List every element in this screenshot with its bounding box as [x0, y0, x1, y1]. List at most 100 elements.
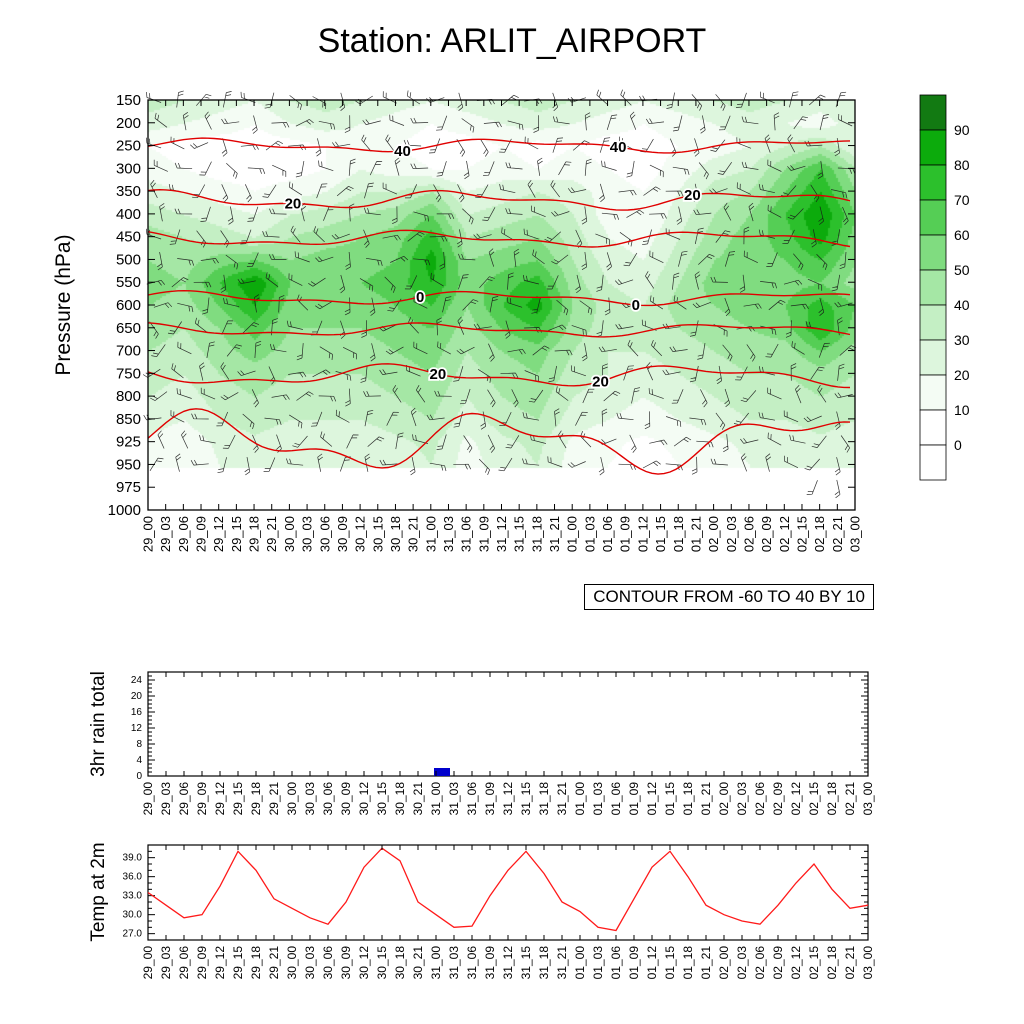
- svg-text:50: 50: [954, 262, 970, 278]
- svg-text:12: 12: [131, 723, 143, 734]
- svg-text:01_15: 01_15: [663, 782, 677, 816]
- svg-text:30_21: 30_21: [406, 516, 421, 552]
- svg-text:29_00: 29_00: [141, 946, 155, 980]
- svg-text:31_21: 31_21: [547, 516, 562, 552]
- svg-text:01_21: 01_21: [699, 782, 713, 816]
- svg-text:02_21: 02_21: [843, 946, 857, 980]
- svg-text:30_12: 30_12: [353, 516, 368, 552]
- svg-text:30_18: 30_18: [388, 516, 403, 552]
- svg-text:03_00: 03_00: [848, 516, 863, 552]
- svg-text:31_15: 31_15: [519, 782, 533, 816]
- svg-text:20: 20: [131, 691, 143, 702]
- svg-text:0: 0: [632, 297, 640, 314]
- svg-text:40: 40: [954, 297, 970, 313]
- svg-text:150: 150: [116, 92, 141, 109]
- svg-text:01_12: 01_12: [645, 782, 659, 816]
- svg-text:20: 20: [954, 367, 970, 383]
- svg-text:29_21: 29_21: [267, 946, 281, 980]
- svg-text:02_15: 02_15: [807, 946, 821, 980]
- svg-text:01_06: 01_06: [609, 782, 623, 816]
- svg-text:20: 20: [430, 366, 447, 383]
- svg-text:29_12: 29_12: [211, 516, 226, 552]
- svg-text:29_09: 29_09: [195, 946, 209, 980]
- svg-text:1000: 1000: [108, 502, 141, 519]
- svg-text:31_09: 31_09: [483, 946, 497, 980]
- svg-text:70: 70: [954, 192, 970, 208]
- svg-text:650: 650: [116, 320, 141, 337]
- svg-text:30_12: 30_12: [357, 782, 371, 816]
- svg-text:03_00: 03_00: [861, 782, 875, 816]
- svg-text:31_06: 31_06: [465, 782, 479, 816]
- svg-text:10: 10: [954, 402, 970, 418]
- svg-text:01_15: 01_15: [663, 946, 677, 980]
- svg-text:950: 950: [116, 456, 141, 473]
- svg-text:200: 200: [116, 115, 141, 132]
- svg-text:29_00: 29_00: [141, 516, 156, 552]
- svg-text:01_18: 01_18: [681, 946, 695, 980]
- svg-text:01_06: 01_06: [609, 946, 623, 980]
- svg-text:30.0: 30.0: [123, 910, 143, 921]
- svg-text:31_09: 31_09: [483, 782, 497, 816]
- svg-text:80: 80: [954, 157, 970, 173]
- svg-text:31_06: 31_06: [459, 516, 474, 552]
- svg-text:01_03: 01_03: [591, 946, 605, 980]
- svg-text:01_00: 01_00: [573, 946, 587, 980]
- svg-text:350: 350: [116, 183, 141, 200]
- svg-text:29_21: 29_21: [267, 782, 281, 816]
- svg-text:02_00: 02_00: [717, 782, 731, 816]
- svg-text:90: 90: [954, 122, 970, 138]
- svg-text:01_18: 01_18: [681, 782, 695, 816]
- svg-text:500: 500: [116, 251, 141, 268]
- svg-text:31_18: 31_18: [537, 946, 551, 980]
- svg-text:0: 0: [954, 437, 962, 453]
- svg-text:01_06: 01_06: [600, 516, 615, 552]
- svg-text:02_21: 02_21: [830, 516, 845, 552]
- svg-text:29_03: 29_03: [159, 782, 173, 816]
- svg-text:01_09: 01_09: [627, 946, 641, 980]
- svg-text:39.0: 39.0: [123, 853, 143, 864]
- svg-text:250: 250: [116, 138, 141, 155]
- svg-text:850: 850: [116, 411, 141, 428]
- svg-text:29_18: 29_18: [247, 516, 262, 552]
- svg-text:01_09: 01_09: [618, 516, 633, 552]
- svg-text:02_06: 02_06: [741, 516, 756, 552]
- svg-text:01_00: 01_00: [573, 782, 587, 816]
- svg-text:31_03: 31_03: [447, 782, 461, 816]
- svg-text:16: 16: [131, 707, 143, 718]
- svg-text:02_21: 02_21: [843, 782, 857, 816]
- svg-text:30_00: 30_00: [285, 946, 299, 980]
- svg-text:29_18: 29_18: [249, 782, 263, 816]
- svg-text:800: 800: [116, 388, 141, 405]
- svg-text:29_09: 29_09: [195, 782, 209, 816]
- svg-text:36.0: 36.0: [123, 872, 143, 883]
- svg-text:60: 60: [954, 227, 970, 243]
- svg-text:02_15: 02_15: [807, 782, 821, 816]
- svg-text:31_03: 31_03: [441, 516, 456, 552]
- svg-text:0: 0: [136, 771, 142, 782]
- svg-text:01_03: 01_03: [582, 516, 597, 552]
- svg-text:31_12: 31_12: [494, 516, 509, 552]
- svg-text:29_09: 29_09: [194, 516, 209, 552]
- svg-text:02_03: 02_03: [735, 782, 749, 816]
- svg-text:31_03: 31_03: [447, 946, 461, 980]
- svg-text:975: 975: [116, 479, 141, 496]
- contour-note: CONTOUR FROM -60 TO 40 BY 10: [584, 584, 874, 610]
- svg-text:01_00: 01_00: [565, 516, 580, 552]
- svg-text:02_06: 02_06: [753, 782, 767, 816]
- svg-text:29_15: 29_15: [231, 782, 245, 816]
- svg-text:29_15: 29_15: [229, 516, 244, 552]
- svg-text:31_18: 31_18: [529, 516, 544, 552]
- svg-text:31_15: 31_15: [512, 516, 527, 552]
- svg-text:31_18: 31_18: [537, 782, 551, 816]
- svg-text:30_03: 30_03: [303, 946, 317, 980]
- svg-text:30_18: 30_18: [393, 946, 407, 980]
- svg-text:01_12: 01_12: [645, 946, 659, 980]
- svg-text:450: 450: [116, 229, 141, 246]
- svg-text:31_06: 31_06: [465, 946, 479, 980]
- svg-text:29_21: 29_21: [264, 516, 279, 552]
- svg-text:30_15: 30_15: [375, 946, 389, 980]
- svg-text:550: 550: [116, 274, 141, 291]
- svg-text:29_18: 29_18: [249, 946, 263, 980]
